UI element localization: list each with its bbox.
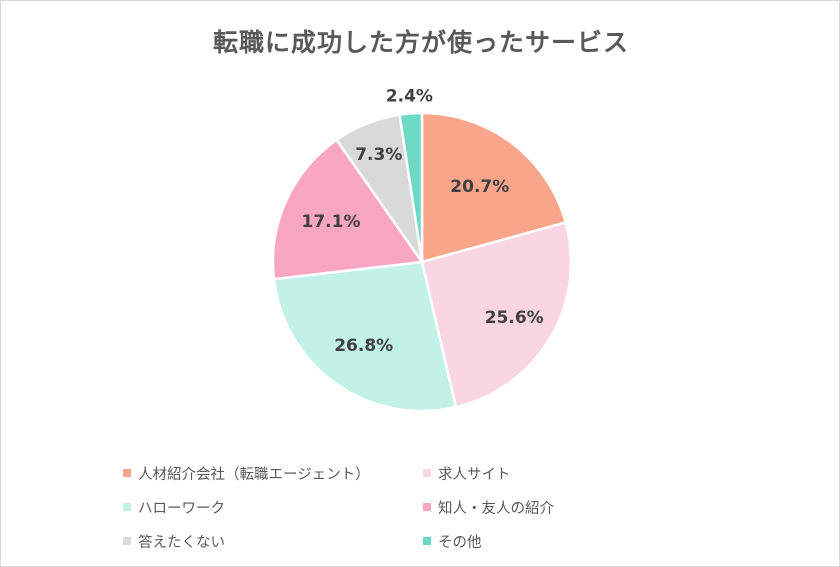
data-label: 20.7% <box>450 177 509 197</box>
legend-item: 答えたくない <box>123 531 423 551</box>
legend-item: ハローワーク <box>123 497 423 517</box>
legend-label: 知人・友人の紹介 <box>438 500 554 517</box>
legend-label: 求人サイト <box>438 466 511 483</box>
legend-swatch <box>423 537 431 545</box>
legend-label: ハローワーク <box>138 500 225 517</box>
legend-item: 求人サイト <box>423 463 723 483</box>
legend-label: その他 <box>438 534 482 551</box>
pie-slice <box>420 220 573 409</box>
legend-swatch <box>123 469 131 477</box>
data-label: 7.3% <box>355 145 402 165</box>
legend-item: 人材紹介会社（転職エージェント） <box>123 463 423 483</box>
pie-slice <box>272 260 458 413</box>
pie-chart: 20.7% 25.6% 26.8% 17.1% 7.3% 2.4% <box>271 87 573 413</box>
pie-slice <box>420 111 568 264</box>
legend-swatch <box>423 503 431 511</box>
legend-swatch <box>123 503 131 511</box>
data-label: 2.4% <box>386 87 433 107</box>
legend-item: 知人・友人の紹介 <box>423 497 723 517</box>
data-label: 26.8% <box>334 336 393 356</box>
data-label: 17.1% <box>302 212 361 232</box>
legend: 人材紹介会社（転職エージェント） 求人サイトハローワーク 知人・友人の紹介答えたくな… <box>123 463 723 551</box>
legend-label: 人材紹介会社（転職エージェント） <box>138 466 370 483</box>
pie-slice <box>398 111 424 263</box>
data-label: 25.6% <box>485 308 544 328</box>
legend-swatch <box>123 537 131 545</box>
legend-label: 答えたくない <box>138 534 225 551</box>
pie-slice <box>271 138 425 281</box>
legend-swatch <box>423 469 431 477</box>
legend-item: その他 <box>423 531 723 551</box>
chart-title: 転職に成功した方が使ったサービス <box>212 28 629 57</box>
